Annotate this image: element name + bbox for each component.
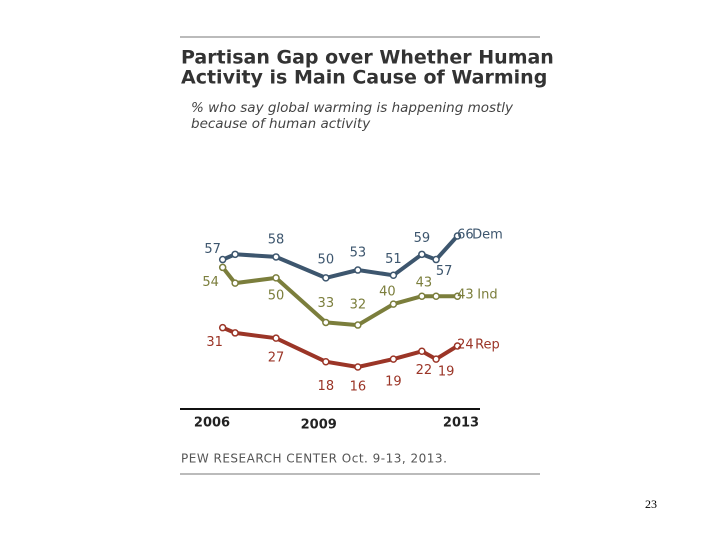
data-label: 58: [268, 232, 285, 247]
data-label: 50: [268, 288, 285, 303]
data-label: 43: [457, 288, 474, 303]
point: [272, 334, 280, 342]
point: [231, 279, 239, 287]
point: [322, 318, 330, 327]
point: [389, 300, 398, 308]
series-line: [221, 325, 459, 369]
point: [231, 250, 239, 259]
point: [322, 274, 330, 282]
data-label: 27: [268, 351, 285, 366]
legend-label: Dem: [472, 227, 503, 242]
point: [389, 271, 398, 280]
legend-label: Ind: [477, 288, 497, 303]
point: [453, 232, 462, 240]
point: [354, 266, 362, 274]
chart-subtitle: % who say global warming is happening mo…: [191, 100, 514, 116]
point: [418, 250, 426, 259]
point: [389, 355, 398, 363]
point: [272, 274, 280, 282]
point: [272, 253, 280, 261]
data-label: 53: [350, 246, 367, 261]
data-label: 43: [416, 276, 433, 291]
data-label: 32: [350, 298, 367, 313]
data-label: 18: [318, 379, 335, 394]
chart-title: Partisan Gap over Whether Human: [181, 47, 554, 69]
point: [418, 347, 426, 356]
x-tick-label: 2009: [301, 418, 337, 433]
point: [418, 292, 426, 300]
x-tick-label: 2006: [194, 416, 230, 431]
legend-label: Rep: [475, 338, 500, 353]
data-label: 40: [379, 285, 396, 300]
data-label: 16: [350, 379, 367, 394]
point: [432, 255, 440, 264]
data-label: 59: [414, 231, 431, 246]
page-number: 23: [645, 497, 657, 511]
data-label: 33: [318, 296, 335, 311]
point: [218, 263, 227, 272]
chart-subtitle: because of human activity: [191, 116, 371, 132]
point: [432, 292, 440, 300]
point: [218, 255, 227, 264]
chart-title: Activity is Main Cause of Warming: [181, 67, 547, 89]
data-label: 22: [416, 363, 433, 378]
data-label: 57: [436, 264, 453, 279]
data-label: 31: [206, 335, 223, 350]
data-label: 54: [202, 275, 219, 290]
point: [453, 292, 462, 300]
point: [354, 363, 362, 371]
data-label: 57: [204, 242, 221, 257]
point: [432, 355, 440, 363]
data-label: 50: [318, 252, 335, 267]
data-label: 51: [385, 252, 402, 267]
data-label: 66: [457, 227, 474, 242]
data-label: 19: [385, 375, 402, 390]
x-tick-label: 2013: [443, 416, 479, 431]
point: [322, 357, 330, 366]
point: [453, 342, 462, 350]
data-label: 24: [457, 338, 474, 353]
source: PEW RESEARCH CENTER Oct. 9-13, 2013.: [181, 452, 447, 466]
point: [231, 329, 239, 337]
data-label: 19: [438, 365, 455, 380]
point: [218, 323, 227, 332]
point: [354, 321, 362, 329]
